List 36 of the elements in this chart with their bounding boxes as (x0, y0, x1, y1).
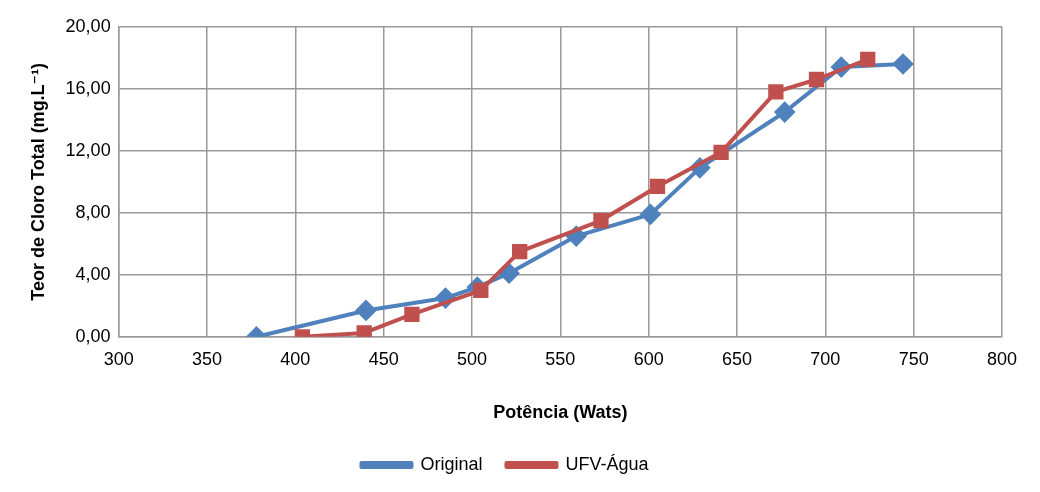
y-tick-label: 0,00 (75, 325, 111, 346)
x-tick-label: 300 (103, 348, 134, 369)
x-tick-label: 700 (810, 348, 841, 369)
point (512, 243, 528, 260)
x-tick-label: 650 (721, 348, 753, 369)
legend-label: Original (420, 453, 483, 474)
point (768, 84, 784, 100)
y-axis-title: Teor de Cloro Total (mg.L⁻¹) (27, 62, 48, 301)
y-tick-label: 8,00 (75, 201, 111, 222)
x-tick-label: 400 (280, 348, 311, 369)
legend-label: UFV-Água (565, 453, 650, 474)
point (499, 263, 520, 284)
point (649, 178, 666, 195)
point (593, 212, 609, 229)
x-tick-label: 350 (191, 348, 222, 369)
point (356, 325, 372, 337)
point (713, 144, 729, 161)
y-tick-label: 12,00 (65, 139, 111, 160)
x-tick-label: 750 (898, 348, 929, 369)
x-tick-label: 600 (633, 348, 664, 369)
y-tick-label: 16,00 (65, 77, 111, 98)
point (774, 102, 795, 123)
x-axis-title: Potência (Wats) (493, 402, 628, 423)
point (640, 204, 661, 225)
point (404, 306, 420, 322)
point (355, 300, 376, 321)
x-tick-label: 800 (986, 348, 1018, 369)
point (473, 282, 489, 298)
y-tick-label: 20,00 (65, 15, 111, 36)
x-tick-label: 500 (456, 348, 488, 369)
y-tick-label: 4,00 (75, 263, 111, 284)
x-tick-label: 550 (545, 348, 576, 369)
point (893, 54, 914, 74)
point (808, 71, 825, 88)
x-tick-label: 450 (368, 348, 399, 369)
point (860, 51, 876, 68)
